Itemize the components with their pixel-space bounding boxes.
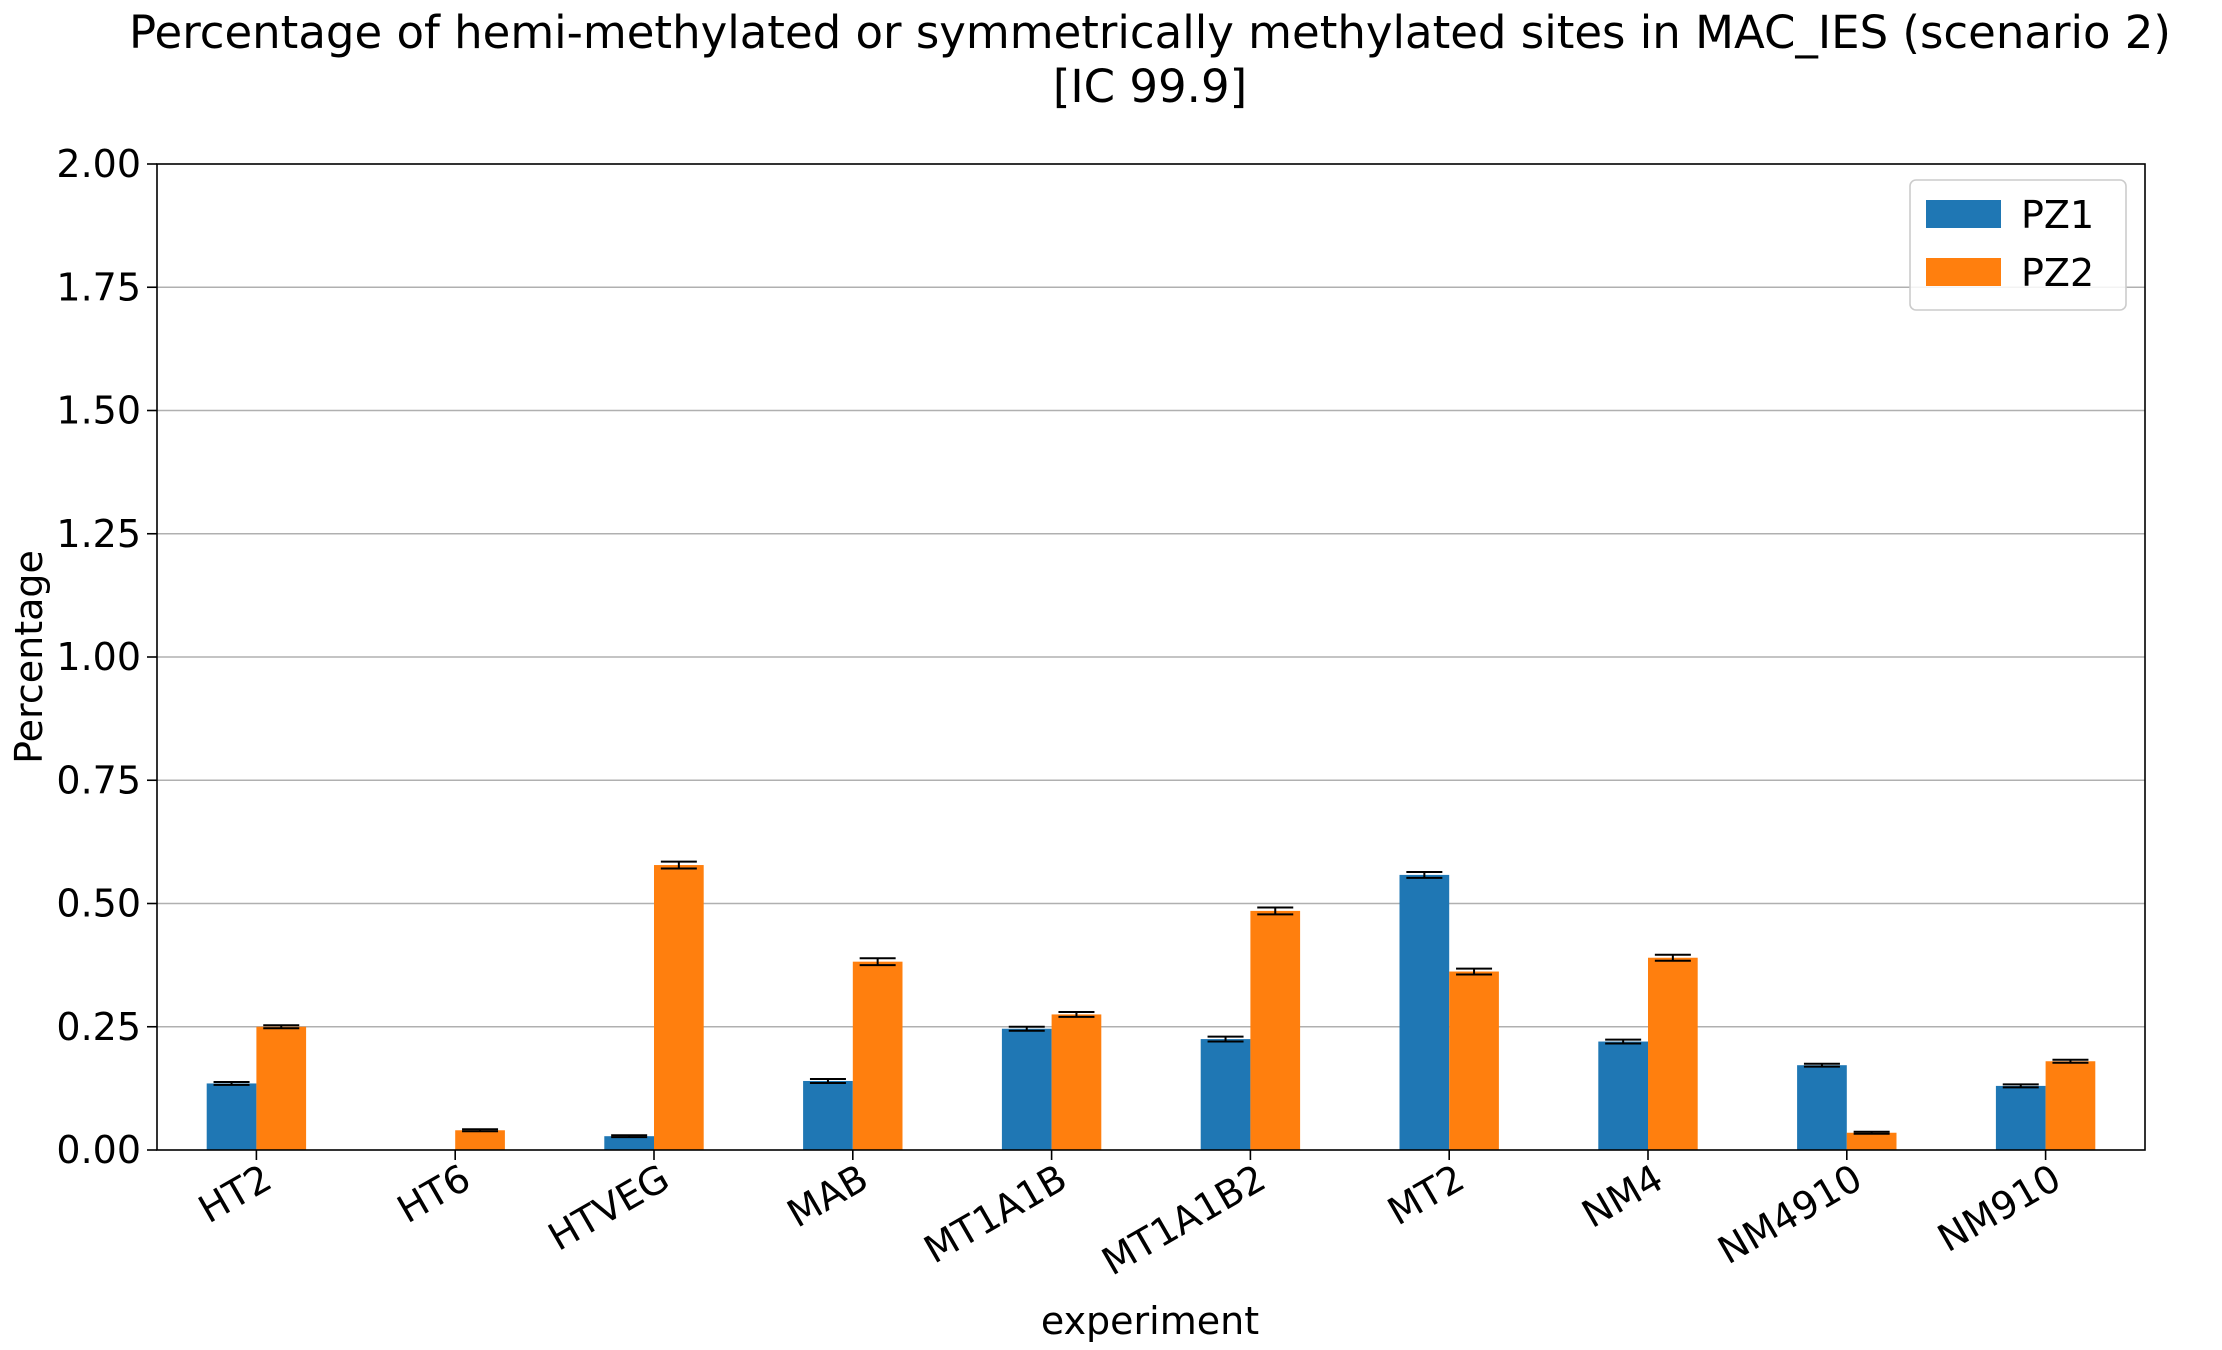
chart-subtitle: [IC 99.9] [1053, 60, 1247, 113]
bar-pz1-nm4 [1598, 1041, 1648, 1150]
y-tick-label: 0.75 [56, 758, 141, 802]
y-tick-label: 0.00 [56, 1128, 141, 1172]
bar-pz2-nm4 [1648, 957, 1698, 1150]
bar-pz1-nm4910 [1797, 1065, 1847, 1150]
error-bar [859, 957, 896, 967]
error-bar [1406, 870, 1443, 879]
y-axis-label: Percentage [7, 550, 51, 764]
chart-title: Percentage of hemi-methylated or symmetr… [129, 6, 2171, 59]
y-tick-label: 2.00 [56, 142, 141, 186]
bar-pz2-ht2 [256, 1026, 307, 1150]
bar-pz1-mt1a1b [1001, 1028, 1052, 1150]
error-bar [462, 1128, 499, 1133]
x-tick-label: MT1A1B2 [1095, 1156, 1273, 1284]
y-tick-label: 1.25 [56, 512, 141, 556]
error-bar [809, 1078, 846, 1084]
error-bar [1654, 953, 1691, 962]
x-tick-label: HT2 [191, 1156, 279, 1232]
error-bar [1207, 1035, 1244, 1043]
error-bar [660, 860, 697, 870]
bar-pz2-mt1a1b2 [1250, 910, 1301, 1150]
error-bar [2002, 1083, 2039, 1089]
error-bar [1008, 1025, 1045, 1032]
bar-pz2-nm910 [2045, 1061, 2096, 1150]
x-tick-label: HTVEG [541, 1156, 677, 1260]
bar-pz1-mt1a1b2 [1200, 1039, 1251, 1150]
bar-pz1-nm910 [1995, 1085, 2046, 1150]
error-bar [1803, 1062, 1840, 1068]
error-bar [2052, 1058, 2089, 1064]
x-tick-label: NM4 [1575, 1156, 1671, 1237]
legend-label-pz1: PZ1 [2021, 193, 2094, 237]
x-tick-label: MT2 [1380, 1156, 1471, 1234]
x-axis-label: experiment [1041, 1299, 1259, 1343]
bar-pz2-ht6 [455, 1130, 505, 1150]
y-tick-label: 1.50 [56, 389, 141, 433]
legend: PZ1 PZ2 [1909, 179, 2127, 311]
bar-pz1-mab [803, 1080, 853, 1150]
bars [206, 865, 2096, 1150]
y-axis: 0.00 0.25 0.50 0.75 1.00 1.25 1.50 1.75 2.00 [56, 142, 157, 1172]
error-bar [1605, 1038, 1642, 1045]
bar-pz1-mt2 [1399, 874, 1450, 1150]
error-bars [213, 860, 2089, 1139]
x-tick-label: MAB [780, 1156, 875, 1237]
error-bar [1456, 967, 1493, 976]
grid-lines [157, 286, 2145, 1028]
bar-pz2-mt2 [1449, 971, 1499, 1150]
legend-label-pz2: PZ2 [2021, 251, 2094, 295]
y-tick-label: 0.25 [56, 1005, 141, 1049]
y-tick-label: 0.50 [56, 882, 141, 926]
error-bar [213, 1080, 250, 1086]
error-bar [611, 1134, 648, 1139]
error-bar [263, 1024, 300, 1030]
y-tick-label: 1.75 [56, 265, 141, 309]
x-tick-label: HT6 [390, 1156, 478, 1232]
error-bar [1853, 1130, 1890, 1135]
x-tick-label: MT1A1B [917, 1156, 1074, 1272]
x-axis: HT2 HT6 HTVEG MAB MT1A1B MT1A1B2 MT2 NM4 NM4910 N… [191, 1150, 2068, 1284]
x-tick-label: NM4910 [1711, 1156, 1870, 1273]
bar-pz2-nm4910 [1846, 1132, 1897, 1150]
x-tick-label: NM910 [1930, 1156, 2068, 1261]
legend-swatch-pz1 [1926, 200, 2001, 228]
error-bar [1257, 906, 1294, 916]
bar-pz2-htveg [654, 865, 704, 1150]
bar-pz1-htveg [604, 1136, 654, 1150]
error-bar [1058, 1010, 1095, 1018]
legend-swatch-pz2 [1926, 258, 2001, 286]
bar-pz2-mt1a1b [1051, 1014, 1102, 1150]
bar-pz1-ht2 [206, 1083, 257, 1150]
bar-pz2-mab [852, 961, 903, 1150]
y-tick-label: 1.00 [56, 635, 141, 679]
